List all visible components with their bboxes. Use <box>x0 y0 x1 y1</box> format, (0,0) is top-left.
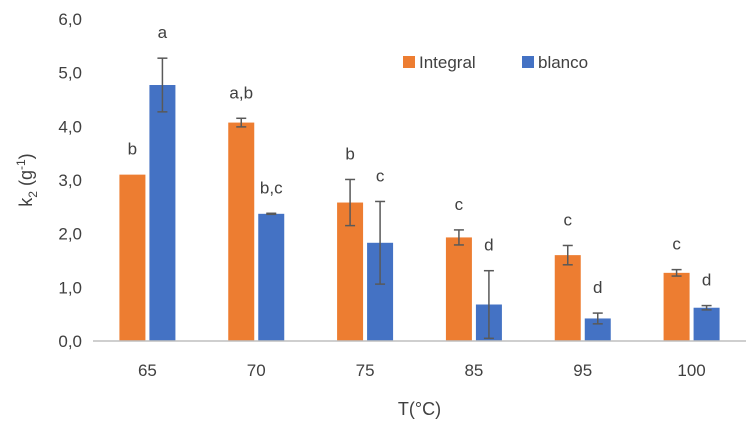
legend: Integral blanco <box>403 53 588 72</box>
y-axis-title: k2 (g-1) <box>14 153 40 206</box>
significance-label: b <box>345 144 354 163</box>
y-tick-label: 3,0 <box>58 171 82 190</box>
significance-label: b,c <box>260 178 283 197</box>
significance-label: d <box>593 278 602 297</box>
significance-label: c <box>455 195 464 214</box>
bar-blanco-70 <box>258 214 284 341</box>
x-tick-label: 85 <box>464 361 483 380</box>
x-tick-label: 95 <box>573 361 592 380</box>
significance-label: c <box>376 166 385 185</box>
legend-label-blanco: blanco <box>538 53 588 72</box>
significance-label: c <box>672 235 681 254</box>
y-axis-title-unit: (g <box>16 170 36 191</box>
significance-label: d <box>702 271 711 290</box>
bar-blanco-100 <box>694 308 720 341</box>
bar-integral-70 <box>228 123 254 341</box>
x-axis-ticks: 65 70 75 85 95 100 <box>138 361 706 380</box>
x-tick-label: 75 <box>356 361 375 380</box>
significance-label: a,b <box>229 83 253 102</box>
x-tick-label: 65 <box>138 361 157 380</box>
significance-label: a <box>158 23 168 42</box>
y-tick-label: 6,0 <box>58 10 82 29</box>
bar-integral-65 <box>119 175 145 341</box>
x-tick-label: 100 <box>677 361 705 380</box>
y-tick-label: 1,0 <box>58 278 82 297</box>
y-tick-label: 5,0 <box>58 64 82 83</box>
error-bar <box>266 213 276 214</box>
bar-blanco-65 <box>149 85 175 341</box>
bar-integral-95 <box>555 255 581 341</box>
y-axis-ticks: 0,0 1,0 2,0 3,0 4,0 5,0 6,0 <box>58 10 82 351</box>
y-tick-label: 2,0 <box>58 225 82 244</box>
significance-label: c <box>564 210 573 229</box>
legend-swatch-integral <box>403 56 415 68</box>
significance-label: b <box>128 140 137 159</box>
bar-integral-85 <box>446 237 472 341</box>
y-axis-title-superscript: -1 <box>14 159 28 170</box>
legend-label-integral: Integral <box>419 53 476 72</box>
y-tick-label: 0,0 <box>58 332 82 351</box>
x-axis-title: T(°C) <box>398 399 441 419</box>
x-tick-label: 70 <box>247 361 266 380</box>
bar-integral-100 <box>664 273 690 341</box>
y-axis-title-unit-close: ) <box>16 153 36 159</box>
y-tick-label: 4,0 <box>58 117 82 136</box>
significance-label: d <box>484 236 493 255</box>
bars <box>119 85 719 341</box>
legend-swatch-blanco <box>522 56 534 68</box>
